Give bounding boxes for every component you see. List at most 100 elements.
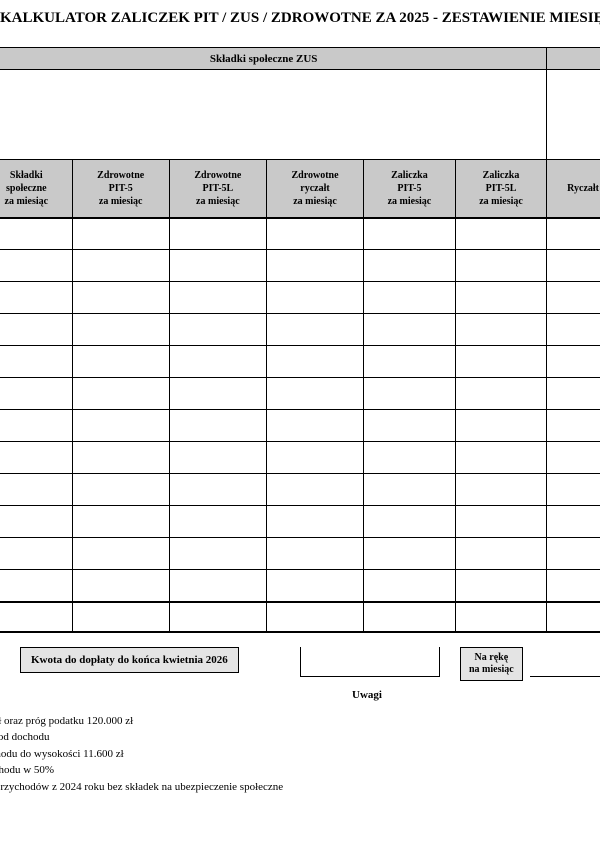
note-line: ną według sumy przychodów z 2024 roku be… [0,779,600,796]
table-row [0,314,600,346]
table-cell [266,218,363,250]
table-cell [72,346,169,378]
col-skladki: Składkispołeczneza miesiąc [0,160,72,218]
table-cell [169,250,266,282]
table-cell [266,570,363,602]
table-cell [547,218,600,250]
kwota-doplaty-label: Kwota do dopłaty do końca kwietnia 2026 [20,647,239,673]
table-cell [364,410,456,442]
calculator-table: ne Składki społeczne ZUS ne Składkispołe… [0,47,600,633]
table-cell [364,250,456,282]
table-cell [169,314,266,346]
table-cell [266,378,363,410]
table-cell [169,346,266,378]
table-cell [0,474,72,506]
footer-notes: tę wolną 30.000 zł oraz próg podatku 120… [0,713,600,796]
table-cell [0,314,72,346]
table-cell [72,538,169,570]
table-cell [169,378,266,410]
note-line: est odliczana jest od dochodu [0,729,600,746]
table-row [0,410,600,442]
table-cell [266,538,363,570]
table-cell [0,250,72,282]
table-cell [72,474,169,506]
column-header-row: ne Składkispołeczneza miesiąc ZdrowotneP… [0,160,600,218]
table-cell [72,570,169,602]
table-cell [169,506,266,538]
table-cell [266,314,363,346]
table-cell [72,442,169,474]
table-cell [547,250,600,282]
col-zdrowotne-pit5: ZdrowotnePIT-5za miesiąc [72,160,169,218]
table-cell [266,250,363,282]
col-zaliczka-pit5: ZaliczkaPIT-5za miesiąc [364,160,456,218]
table-cell [169,218,266,250]
table-cell [266,442,363,474]
table-cell [72,506,169,538]
uwagi-label: Uwagi [352,689,382,701]
group-right [547,48,600,70]
table-row [0,378,600,410]
table-cell [364,314,456,346]
table-cell [547,410,600,442]
table-cell [364,538,456,570]
group-header-row: ne Składki społeczne ZUS [0,48,600,70]
table-cell [0,538,72,570]
table-cell [72,314,169,346]
table-cell [266,506,363,538]
summary-row [0,602,600,632]
na-reke-wrap: Na rękęna miesiąc [460,647,523,681]
col-ryczalt: Ryczałt [547,160,600,218]
note-line: iczana jest od dochodu w 50% [0,762,600,779]
group-zus: Składki społeczne ZUS [0,48,547,70]
main-table-wrap: ne Składki społeczne ZUS ne Składkispołe… [0,47,600,633]
table-cell [455,506,547,538]
table-cell [0,570,72,602]
table-row [0,250,600,282]
table-cell [455,346,547,378]
table-cell [364,506,456,538]
table-cell [0,282,72,314]
table-cell [455,410,547,442]
col-zdrowotne-ryczalt: Zdrowotneryczałtza miesiąc [266,160,363,218]
table-cell [0,218,72,250]
na-reke-value-box [530,647,600,677]
table-cell [455,570,547,602]
table-cell [72,378,169,410]
table-cell [266,410,363,442]
col-zaliczka-pit5l: ZaliczkaPIT-5Lza miesiąc [455,160,547,218]
table-cell [455,282,547,314]
page-title: KALKULATOR ZALICZEK PIT / ZUS / ZDROWOTN… [0,0,600,47]
table-cell [169,538,266,570]
note-line: czana jest od dochodu do wysokości 11.60… [0,746,600,763]
table-cell [169,282,266,314]
note-line: tę wolną 30.000 zł oraz próg podatku 120… [0,713,600,730]
table-cell [547,282,600,314]
table-cell [0,378,72,410]
table-cell [547,346,600,378]
table-cell [72,282,169,314]
table-cell [364,378,456,410]
table-cell [169,474,266,506]
table-cell [169,442,266,474]
table-cell [547,314,600,346]
table-cell [547,378,600,410]
table-row [0,538,600,570]
table-cell [266,282,363,314]
table-cell [364,570,456,602]
table-cell [455,314,547,346]
table-row [0,474,600,506]
table-cell [364,218,456,250]
table-row [0,570,600,602]
table-cell [266,346,363,378]
table-cell [169,410,266,442]
table-row [0,346,600,378]
table-cell [455,378,547,410]
table-cell [547,570,600,602]
table-cell [72,250,169,282]
spacer-row [0,70,600,160]
table-cell [0,346,72,378]
table-cell [455,538,547,570]
table-cell [0,506,72,538]
table-row [0,218,600,250]
